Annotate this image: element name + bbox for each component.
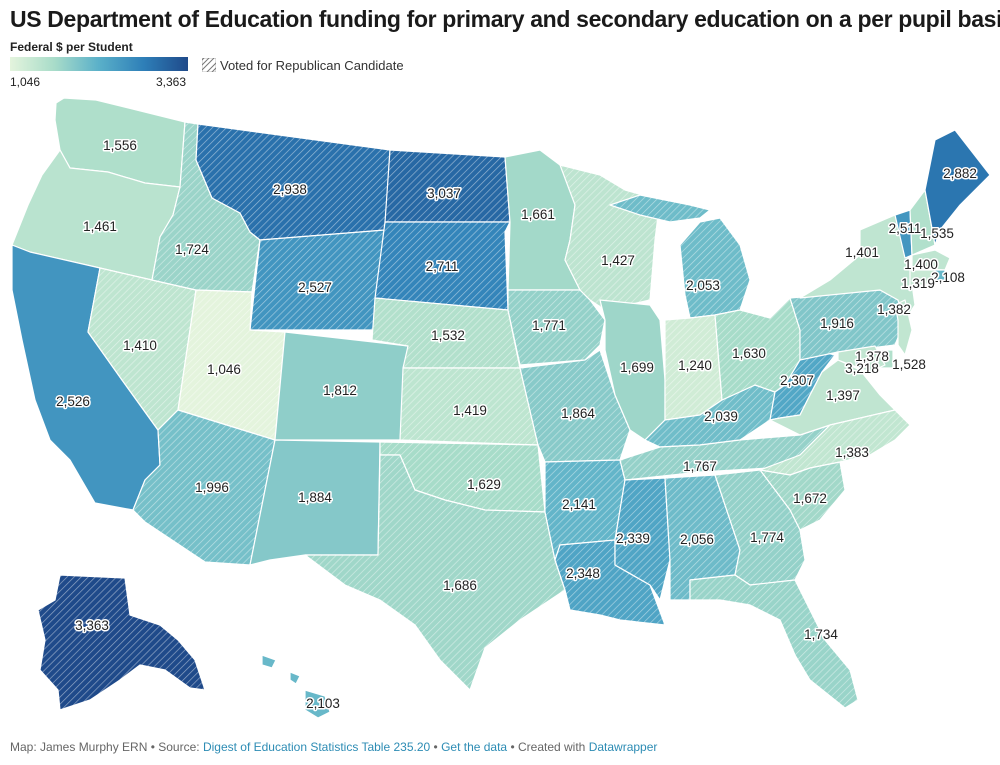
state-ct[interactable]	[909, 269, 936, 289]
state-label-ri: 2,108	[931, 270, 965, 285]
state-label-fl: 1,734	[804, 627, 838, 642]
state-label-nj: 1,382	[877, 302, 911, 317]
legend-min-label: 1,046	[10, 75, 41, 89]
state-label-ia: 1,771	[532, 318, 566, 333]
state-label-mn: 1,661	[521, 207, 555, 222]
state-label-tn: 1,767	[683, 459, 717, 474]
state-label-nv: 1,410	[123, 338, 157, 353]
footer: Map: James Murphy ERN • Source: Digest o…	[10, 740, 657, 754]
labels-layer: 1,556 1,461 2,526 1,410 1,724 2,938 2,527 1,046…	[55, 137, 979, 713]
state-label-al: 2,056	[680, 532, 714, 547]
state-label-md: 1,378	[855, 349, 889, 364]
state-label-oh: 1,630	[732, 346, 766, 361]
state-label-nc: 1,383	[835, 445, 869, 460]
state-label-wi: 1,427	[601, 253, 635, 268]
state-label-hi: 2,103	[306, 696, 340, 711]
legend-max-label: 3,363	[156, 75, 187, 89]
state-label-nd: 3,037	[427, 186, 461, 201]
state-label-nm: 1,884	[298, 490, 332, 505]
state-ak[interactable]	[37, 574, 206, 711]
state-label-nh: 1,535	[920, 226, 954, 241]
legend-color-scale	[10, 57, 188, 71]
legend-title: Federal $ per Student	[10, 40, 133, 54]
footer-credit: Map: James Murphy ERN • Source:	[10, 740, 203, 754]
state-label-ks: 1,419	[453, 403, 487, 418]
footer-sep: •	[430, 740, 442, 754]
state-label-de: 1,528	[892, 357, 926, 372]
get-data-link[interactable]: Get the data	[441, 740, 508, 754]
state-label-ak: 3,363	[75, 618, 109, 633]
state-label-id: 1,724	[175, 242, 209, 257]
state-label-ma: 1,400	[904, 257, 938, 272]
state-label-tx: 1,686	[443, 578, 477, 593]
legend-hatch-swatch	[202, 58, 216, 72]
state-label-ok: 1,629	[467, 477, 501, 492]
state-label-ut: 1,046	[207, 362, 241, 377]
state-label-wy: 2,527	[298, 280, 332, 295]
state-label-dc: 3,218	[845, 361, 879, 376]
state-label-pa: 1,916	[820, 316, 854, 331]
legend-hatch-label: Voted for Republican Candidate	[220, 58, 404, 73]
state-ma[interactable]	[911, 249, 951, 271]
state-label-ar: 2,141	[562, 497, 596, 512]
state-label-ca: 2,526	[56, 394, 90, 409]
state-label-ga: 1,774	[750, 530, 784, 545]
state-label-wa: 1,556	[103, 138, 137, 153]
state-label-me: 2,882	[943, 166, 977, 181]
state-nj[interactable]	[894, 299, 913, 356]
state-label-az: 1,996	[195, 480, 229, 495]
state-label-ct: 1,319	[901, 276, 935, 291]
state-label-wv: 2,307	[780, 373, 814, 388]
state-label-in: 1,240	[678, 358, 712, 373]
state-label-ms: 2,339	[616, 531, 650, 546]
state-md[interactable]	[837, 345, 886, 373]
state-label-sc: 1,672	[793, 491, 827, 506]
state-label-ky: 2,039	[704, 409, 738, 424]
legend: Federal $ per Student 1,046 3,363 Voted …	[10, 40, 404, 89]
state-label-mo: 1,864	[561, 406, 595, 421]
footer-created: • Created with	[507, 740, 589, 754]
state-label-co: 1,812	[323, 383, 357, 398]
source-link[interactable]: Digest of Education Statistics Table 235…	[202, 740, 431, 754]
state-label-la: 2,348	[566, 566, 600, 581]
states-layer	[11, 97, 991, 719]
state-hi[interactable]	[261, 654, 331, 719]
state-label-va: 1,397	[826, 388, 860, 403]
page-title: US Department of Education funding for p…	[10, 6, 1000, 32]
datawrapper-link[interactable]: Datawrapper	[588, 740, 658, 754]
state-label-or: 1,461	[83, 219, 117, 234]
state-dc[interactable]	[855, 361, 865, 369]
state-label-il: 1,699	[620, 360, 654, 375]
state-label-mi: 2,053	[686, 278, 720, 293]
state-me[interactable]	[924, 129, 991, 246]
state-label-sd: 2,711	[426, 259, 459, 274]
state-label-vt: 2,511	[889, 221, 922, 236]
state-label-mt: 2,938	[273, 182, 307, 197]
state-label-ny: 1,401	[845, 245, 879, 260]
state-label-ne: 1,532	[431, 328, 465, 343]
